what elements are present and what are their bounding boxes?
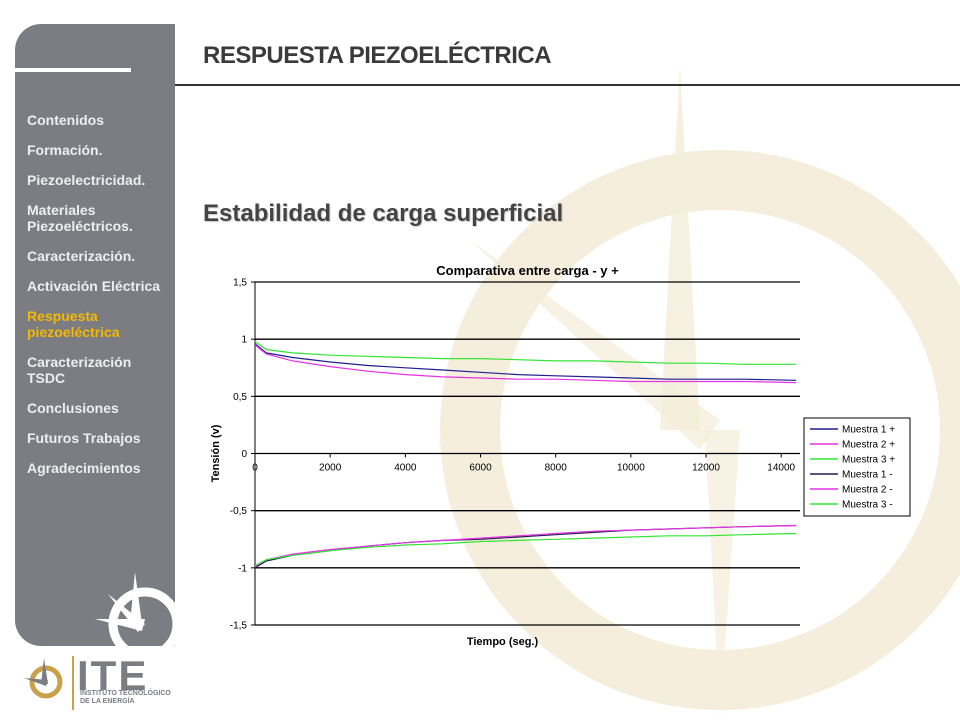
y-axis-label: Tensión (v) (210, 424, 222, 482)
x-tick-label-6: 12000 (692, 463, 720, 474)
line-chart: Comparativa entre carga - y + 1,5 1 0,5 0 -0,… (210, 263, 911, 648)
y-tick-label-0: 1,5 (233, 278, 247, 289)
series-line-2 (254, 344, 797, 384)
y-tick-label-2: 0,5 (233, 392, 247, 403)
sidebar-item-11[interactable]: Agradecimientos (27, 460, 141, 476)
logo-subtitle: INSTITUTO TECNOLÓGICO DE LA ENERGÍA (80, 690, 171, 705)
ite-emblem-icon (95, 572, 175, 646)
series-line-4 (254, 524, 797, 569)
sidebar-item-5[interactable]: Caracterización. (27, 248, 136, 264)
y-tick-label-4: -0,5 (230, 506, 248, 517)
legend-label-6: Muestra 3 - (842, 500, 893, 511)
page-title: RESPUESTA PIEZOELÉCTRICA (203, 42, 552, 69)
y-tick-label-1: 1 (241, 335, 247, 346)
sidebar-item-8[interactable]: Caracterización TSDC (27, 354, 132, 386)
sidebar-item-3[interactable]: Piezoelectricidad. (27, 172, 146, 188)
x-tick-label-1: 2000 (319, 463, 342, 474)
logo-divider (72, 656, 74, 710)
sidebar-accent-bar (15, 68, 131, 72)
series-line-3 (254, 341, 797, 365)
x-tick-label-3: 6000 (469, 463, 492, 474)
sidebar: Contenidos Formación. Piezoelectricidad. Ma… (15, 24, 175, 646)
series-line-1 (254, 343, 797, 381)
sidebar-item-7[interactable]: Respuesta piezoeléctrica (27, 308, 120, 340)
y-tick-label-6: -1,5 (230, 621, 248, 632)
x-tick-label-4: 8000 (545, 463, 568, 474)
legend-label-2: Muestra 2 + (842, 440, 895, 451)
sidebar-item-9[interactable]: Conclusiones (27, 400, 119, 416)
y-tick-label-3: 0 (241, 449, 247, 460)
x-tick-label-2: 4000 (394, 463, 417, 474)
legend-box (803, 417, 911, 517)
series-line-5 (254, 524, 797, 568)
ite-logo-emblem-icon (24, 658, 63, 699)
section-subtitle: Estabilidad de carga superficial (203, 200, 564, 227)
legend-label-5: Muestra 2 - (842, 485, 893, 496)
y-tick-label-5: -1 (238, 563, 247, 574)
x-tick-label-0: 0 (252, 463, 258, 474)
x-axis-label: Tiempo (seg.) (467, 636, 539, 648)
sidebar-item-1[interactable]: Contenidos (27, 112, 104, 128)
sidebar-item-10[interactable]: Futuros Trabajos (27, 430, 141, 446)
x-tick-label-7: 14000 (767, 463, 795, 474)
legend-label-4: Muestra 1 - (842, 470, 893, 481)
chart-title: Comparativa entre carga - y + (436, 263, 619, 278)
ite-logo: ITE INSTITUTO TECNOLÓGICO DE LA ENERGÍA (22, 652, 182, 712)
sidebar-item-2[interactable]: Formación. (27, 142, 103, 158)
series-line-6 (254, 532, 797, 567)
title-divider (175, 84, 960, 86)
sidebar-nav: Contenidos Formación. Piezoelectricidad. Ma… (27, 112, 173, 490)
legend-label-1: Muestra 1 + (842, 425, 895, 436)
legend-label-3: Muestra 3 + (842, 455, 895, 466)
logo-wordmark: ITE (77, 652, 149, 699)
sidebar-item-4[interactable]: Materiales Piezoeléctricos. (27, 202, 133, 234)
x-tick-label-5: 10000 (617, 463, 645, 474)
sidebar-item-6[interactable]: Activación Eléctrica (27, 278, 161, 294)
